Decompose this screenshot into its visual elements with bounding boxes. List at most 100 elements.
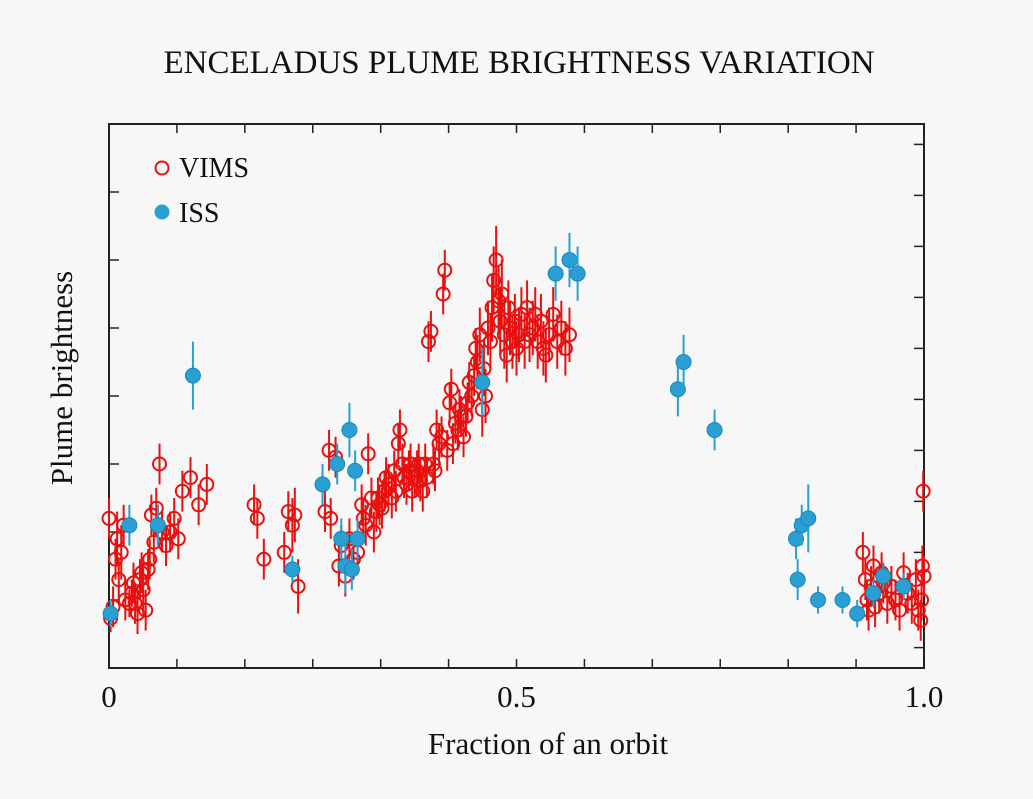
- data-point: [675, 354, 692, 370]
- data-point: [121, 517, 138, 534]
- data-point: [445, 436, 461, 452]
- legend-label-vims: VIMS: [179, 153, 249, 184]
- data-point: [404, 483, 420, 499]
- data-point: [170, 531, 186, 547]
- data-points: [101, 226, 932, 641]
- data-point: [914, 558, 930, 574]
- data-point: [875, 568, 892, 585]
- data-point: [788, 530, 805, 547]
- data-point: [366, 524, 382, 540]
- data-point: [341, 422, 358, 438]
- data-point: [343, 561, 360, 578]
- data-point: [561, 252, 578, 268]
- data-point: [538, 347, 554, 363]
- data-point: [329, 456, 346, 472]
- data-point: [347, 462, 364, 479]
- data-point: [158, 538, 174, 554]
- legend-marker-vims: [154, 160, 170, 176]
- data-point: [435, 286, 451, 302]
- data-point: [392, 422, 408, 438]
- x-tick-labels: 0 0.5 1.0: [101, 679, 943, 714]
- data-point: [284, 561, 301, 578]
- data-point: [184, 367, 201, 384]
- data-point: [127, 595, 143, 611]
- data-point: [290, 578, 306, 594]
- data-point: [492, 313, 508, 329]
- data-point: [879, 595, 895, 611]
- data-point: [915, 483, 931, 499]
- chart-title: ENCELADUS PLUME BRIGHTNESS VARIATION: [163, 45, 874, 81]
- data-point: [569, 265, 586, 282]
- data-point: [102, 605, 119, 622]
- data-point: [800, 510, 817, 527]
- data-point: [199, 476, 215, 492]
- data-point: [246, 497, 262, 513]
- data-point: [101, 510, 117, 526]
- data-point: [333, 530, 350, 547]
- data-point: [420, 334, 436, 350]
- data-point: [140, 561, 156, 577]
- data-point: [415, 483, 431, 499]
- data-point: [149, 517, 166, 534]
- legend: VIMS ISS: [154, 153, 249, 229]
- data-point: [810, 592, 827, 608]
- data-point: [474, 374, 491, 391]
- data-point: [191, 497, 207, 513]
- data-point: [437, 262, 453, 278]
- x-tick-label: 1.0: [905, 679, 944, 714]
- data-point: [669, 381, 686, 398]
- data-point: [480, 320, 496, 336]
- legend-marker-iss: [154, 204, 170, 220]
- series-vims: [101, 226, 932, 641]
- data-point: [533, 313, 549, 329]
- data-point: [132, 572, 148, 588]
- data-point: [388, 483, 404, 499]
- data-point: [349, 530, 366, 547]
- data-point: [914, 592, 930, 608]
- data-point: [113, 544, 129, 560]
- data-point: [557, 340, 573, 356]
- data-point: [183, 470, 198, 486]
- series-iss: [102, 232, 912, 628]
- data-point: [374, 500, 390, 516]
- data-point: [482, 334, 498, 350]
- data-point: [166, 510, 182, 526]
- data-point: [427, 463, 443, 479]
- data-point: [249, 510, 265, 526]
- data-point: [916, 568, 932, 584]
- data-point: [855, 544, 871, 560]
- data-point: [314, 476, 331, 493]
- data-point: [865, 585, 882, 602]
- data-point: [545, 306, 561, 322]
- data-point: [372, 497, 388, 513]
- data-point: [486, 272, 502, 288]
- data-point: [148, 500, 164, 516]
- axis-ticks: [108, 124, 925, 668]
- data-point: [360, 446, 376, 462]
- data-point: [135, 582, 151, 598]
- x-tick-label: 0.5: [497, 679, 536, 714]
- data-point: [284, 517, 300, 533]
- data-point: [849, 605, 866, 622]
- data-point: [706, 422, 723, 438]
- data-point: [174, 483, 190, 499]
- data-point: [895, 578, 912, 595]
- data-point: [323, 510, 339, 526]
- data-point: [142, 551, 158, 567]
- data-point: [834, 592, 851, 608]
- data-point: [456, 429, 472, 445]
- legend-label-iss: ISS: [179, 198, 219, 229]
- y-axis-label: Plume brightness: [44, 271, 79, 485]
- data-point: [561, 327, 577, 343]
- data-point: [256, 551, 272, 567]
- data-point: [892, 602, 908, 618]
- data-point: [276, 544, 292, 560]
- x-tick-label: 0: [101, 679, 117, 714]
- data-point: [423, 323, 439, 339]
- x-axis-label: Fraction of an orbit: [428, 726, 669, 761]
- data-point: [789, 571, 806, 588]
- data-point: [287, 507, 303, 523]
- data-point: [910, 602, 926, 618]
- data-point: [547, 265, 564, 282]
